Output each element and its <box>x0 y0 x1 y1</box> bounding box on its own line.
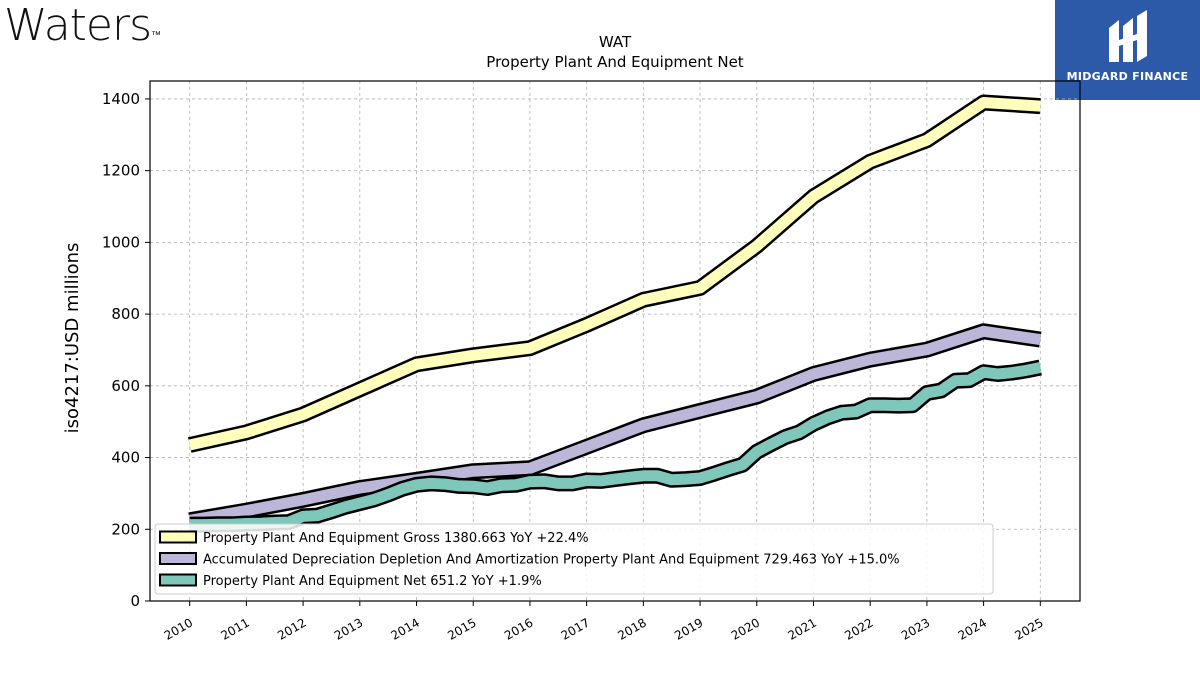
y-tick-label: 1200 <box>102 162 140 180</box>
y-tick-label: 1000 <box>102 233 140 251</box>
legend-label: Property Plant And Equipment Gross 1380.… <box>203 531 589 546</box>
legend-swatch <box>159 573 197 587</box>
x-tick-label: 2021 <box>786 615 819 642</box>
y-axis-label: iso4217:USD millions <box>62 243 83 434</box>
x-tick-label: 2015 <box>445 615 478 642</box>
series-0-outline <box>187 94 1041 453</box>
x-tick-label: 2012 <box>275 615 308 642</box>
x-tick-label: 2020 <box>729 615 762 642</box>
partner-logo-mark <box>1109 10 1147 62</box>
x-tick-label: 2023 <box>899 615 932 642</box>
y-tick-label: 0 <box>130 592 140 610</box>
series-1-line <box>188 325 1042 526</box>
legend-swatch <box>159 552 197 565</box>
legend-label: Accumulated Depreciation Depletion And A… <box>203 553 900 568</box>
partner-name: MIDGARD FINANCE <box>1066 70 1189 83</box>
plot-frame <box>149 80 1081 602</box>
y-tick-label: 800 <box>111 305 140 323</box>
legend: Property Plant And Equipment Gross 1380.… <box>154 523 994 595</box>
legend-label: Property Plant And Equipment Net 651.2 Y… <box>203 574 542 589</box>
brand-name: Waters <box>4 0 152 51</box>
legend-swatch <box>159 530 197 544</box>
brand-trademark: ™ <box>151 30 161 41</box>
x-tick-label: 2016 <box>502 615 535 642</box>
y-tick-label: 400 <box>111 449 140 467</box>
y-tick-label: 600 <box>111 377 140 395</box>
series-layer <box>187 94 1042 533</box>
chart-title: WAT <box>599 33 632 51</box>
legend-items: Property Plant And Equipment Gross 1380.… <box>159 530 900 589</box>
y-tick-label: 200 <box>111 520 140 538</box>
x-tick-label: 2024 <box>956 615 989 642</box>
x-tick-label: 2010 <box>162 615 195 642</box>
partner-logo: MIDGARD FINANCE <box>1055 0 1200 100</box>
x-tick-label: 2018 <box>615 615 648 642</box>
y-axis: 0 200 400 600 800 1000 1200 1400 <box>102 90 150 610</box>
x-tick-label: 2022 <box>842 615 875 642</box>
x-tick-label: 2014 <box>389 615 422 642</box>
x-tick-label: 2025 <box>1012 615 1045 642</box>
y-tick-label: 1400 <box>102 90 140 108</box>
series-0-line <box>188 97 1041 451</box>
chart-subtitle: Property Plant And Equipment Net <box>486 53 743 71</box>
x-tick-label: 2019 <box>672 615 705 642</box>
series-2-line <box>189 362 1042 531</box>
x-tick-label: 2011 <box>218 615 251 642</box>
legend-box <box>154 523 994 595</box>
x-tick-label: 2013 <box>332 615 365 642</box>
x-axis: 2010 2011 2012 2013 2014 2015 2016 2017 2018 2019… <box>162 601 1046 643</box>
x-tick-label: 2017 <box>559 615 592 642</box>
brand-logo: Waters™ <box>4 2 161 50</box>
